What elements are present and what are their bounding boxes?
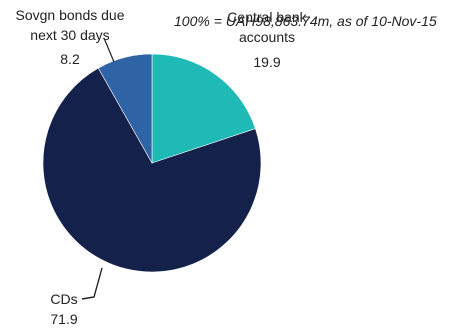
pie-slice-cds <box>42 67 262 273</box>
sovgn-bonds-label-line-2: next 30 days <box>30 27 109 43</box>
slice-label-cds: CDs 71.9 <box>50 267 103 327</box>
sovgn-bonds-leader-line <box>103 37 115 63</box>
cds-leader-line <box>81 267 103 300</box>
cds-value: 71.9 <box>50 311 77 327</box>
sovgn-bonds-label-line-1: Sovgn bonds due <box>16 7 125 23</box>
central-bank-label-line-2: accounts <box>239 29 295 45</box>
slice-label-central-bank: Central bank accounts 19.9 <box>227 9 307 70</box>
central-bank-value: 19.9 <box>253 54 280 70</box>
cds-label: CDs <box>50 291 77 307</box>
central-bank-label-line-1: Central bank <box>227 9 307 25</box>
slice-label-sovgn-bonds: Sovgn bonds due next 30 days 8.2 <box>16 7 125 67</box>
sovgn-bonds-value: 8.2 <box>60 51 80 67</box>
pie-slice-sovgn-bonds-due-next-30-days <box>97 53 153 165</box>
pie-slice-central-bank-accounts <box>151 53 256 164</box>
chart-note: 100% = UAH98,863.74m, as of 10-Nov-15 <box>174 13 437 29</box>
pie-slices <box>42 53 262 273</box>
